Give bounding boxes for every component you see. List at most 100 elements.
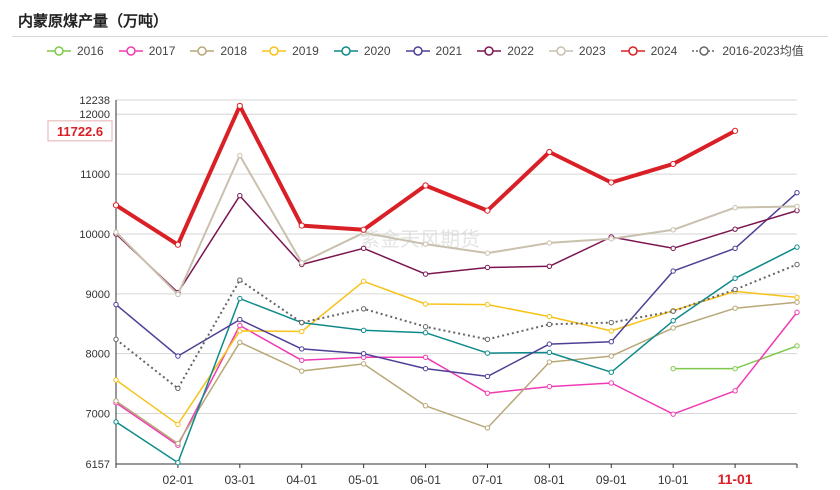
data-point-2021-06-01 [422, 365, 429, 372]
legend-marker-icon [620, 45, 645, 56]
data-point-2018-04-01 [299, 368, 305, 374]
series-line-2016-2023- [115, 263, 798, 390]
legend-marker-icon [692, 45, 717, 56]
y-tick-label: 7000 [86, 409, 110, 421]
x-tick-label: 07-01 [472, 473, 503, 487]
label-layer: 11722.6 [47, 120, 113, 142]
data-point-2016-12-01 [794, 343, 800, 349]
x-tick-label: 09-01 [596, 473, 627, 487]
legend-item[interactable]: 2019 [261, 44, 319, 58]
data-point-2023-07-01 [484, 250, 491, 256]
legend-marker-icon [548, 45, 573, 56]
data-point-2019-06-01 [422, 301, 429, 307]
data-point-2024-06-01 [422, 182, 429, 189]
legend-item[interactable]: 2018 [189, 44, 247, 58]
data-point-2016-11-01 [732, 365, 738, 372]
data-point-2020-11-01 [732, 275, 738, 281]
data-point-2022-11-01 [732, 226, 738, 232]
legend-item[interactable]: 2024 [620, 43, 678, 58]
y-tick-label: 12000 [79, 109, 110, 121]
data-point-2022-08-01 [546, 263, 553, 269]
data-point-2021-12-01 [794, 189, 800, 196]
chart-title: 内蒙原煤产量（万吨） [18, 12, 169, 30]
data-point-2018-05-01 [360, 361, 367, 367]
data-point-2024-08-01 [546, 148, 553, 156]
data-point-2016-2023--07-01 [484, 336, 491, 343]
data-point-2019-09-01 [608, 328, 614, 334]
data-point-2021-01-01 [113, 301, 119, 308]
data-point-2024-07-01 [484, 207, 491, 214]
data-point-2017-11-01 [732, 388, 738, 394]
legend-marker-icon [118, 45, 143, 56]
y-tick-label: 9000 [86, 289, 110, 301]
legend-item[interactable]: 2021 [405, 43, 463, 58]
legend-item[interactable]: 2016 [46, 44, 104, 58]
legend-item[interactable]: 2023 [548, 44, 606, 58]
data-point-2022-10-01 [670, 245, 676, 252]
series-line-2018 [115, 301, 798, 445]
data-point-2018-03-01 [237, 339, 243, 346]
x-tick-label: 04-01 [286, 473, 317, 487]
data-point-2021-11-01 [732, 245, 738, 252]
data-point-2022-06-01 [422, 271, 429, 277]
legend-label: 2021 [435, 43, 463, 58]
legend-item[interactable]: 2016-2023均值 [691, 42, 804, 59]
legend-item[interactable]: 2020 [333, 44, 391, 58]
legend-item[interactable]: 2022 [476, 44, 534, 58]
legend-label: 2020 [363, 43, 391, 58]
data-point-2017-10-01 [670, 411, 676, 417]
y-tick-label: 12238 [79, 95, 110, 107]
data-point-2021-10-01 [670, 268, 676, 274]
data-point-2018-10-01 [670, 325, 676, 331]
data-point-2017-09-01 [608, 380, 614, 386]
data-point-2020-10-01 [670, 318, 676, 324]
data-point-2017-04-01 [299, 357, 305, 363]
data-point-2018-06-01 [422, 403, 429, 409]
data-point-2019-07-01 [484, 301, 491, 308]
legend-label: 2024 [650, 43, 678, 58]
data-point-2021-02-01 [175, 353, 181, 359]
data-point-2024-11-01 [731, 127, 739, 134]
legend-marker-icon [47, 45, 71, 56]
data-point-2021-05-01 [360, 350, 367, 357]
data-point-2023-02-01 [175, 291, 181, 298]
y-tick-label: 6157 [86, 459, 110, 471]
legend-marker-icon [333, 45, 358, 56]
data-point-2016-2023--02-01 [175, 385, 181, 392]
x-tick-label-highlighted: 11-01 [718, 471, 753, 487]
data-point-2021-09-01 [608, 339, 614, 345]
data-point-2024-10-01 [670, 160, 677, 168]
series-line-2023 [115, 154, 798, 296]
x-tick-label: 06-01 [410, 473, 441, 487]
legend-item[interactable]: 2017 [118, 44, 175, 58]
data-point-2023-06-01 [422, 241, 429, 247]
watermark-text: 紫金天风期货 [360, 227, 480, 251]
data-point-2020-01-01 [113, 419, 119, 425]
data-point-2024-04-01 [298, 222, 305, 229]
data-point-2024-02-01 [174, 241, 182, 248]
series-line-2019 [115, 280, 798, 426]
x-tick-label: 08-01 [534, 473, 565, 487]
data-point-2022-07-01 [484, 264, 491, 271]
data-point-2023-04-01 [299, 259, 305, 266]
data-point-2016-2023--03-01 [237, 277, 243, 283]
data-point-2021-03-01 [237, 316, 243, 323]
data-point-2018-07-01 [484, 425, 491, 431]
data-point-2021-08-01 [546, 341, 553, 347]
data-point-2017-07-01 [484, 390, 491, 396]
series-line-2016 [673, 345, 798, 370]
data-point-2016-10-01 [670, 365, 676, 372]
data-point-2020-12-01 [794, 244, 800, 250]
data-point-2017-06-01 [422, 354, 429, 360]
axis-layer: 6157 7000 8000 9000 10000 11000 12000 12238 02-0… [79, 95, 798, 487]
data-point-2016-2023--12-01 [794, 261, 800, 268]
data-point-2024-01-01 [112, 202, 120, 209]
legend-marker-icon [190, 45, 215, 56]
data-point-2019-04-01 [299, 328, 305, 335]
data-point-2020-07-01 [484, 350, 491, 356]
legend-label: 2016 [77, 43, 104, 58]
data-point-2018-01-01 [113, 398, 119, 404]
legend-marker-icon [262, 45, 287, 56]
highlight-value-box [47, 120, 113, 142]
data-point-2024-03-01 [236, 102, 243, 109]
